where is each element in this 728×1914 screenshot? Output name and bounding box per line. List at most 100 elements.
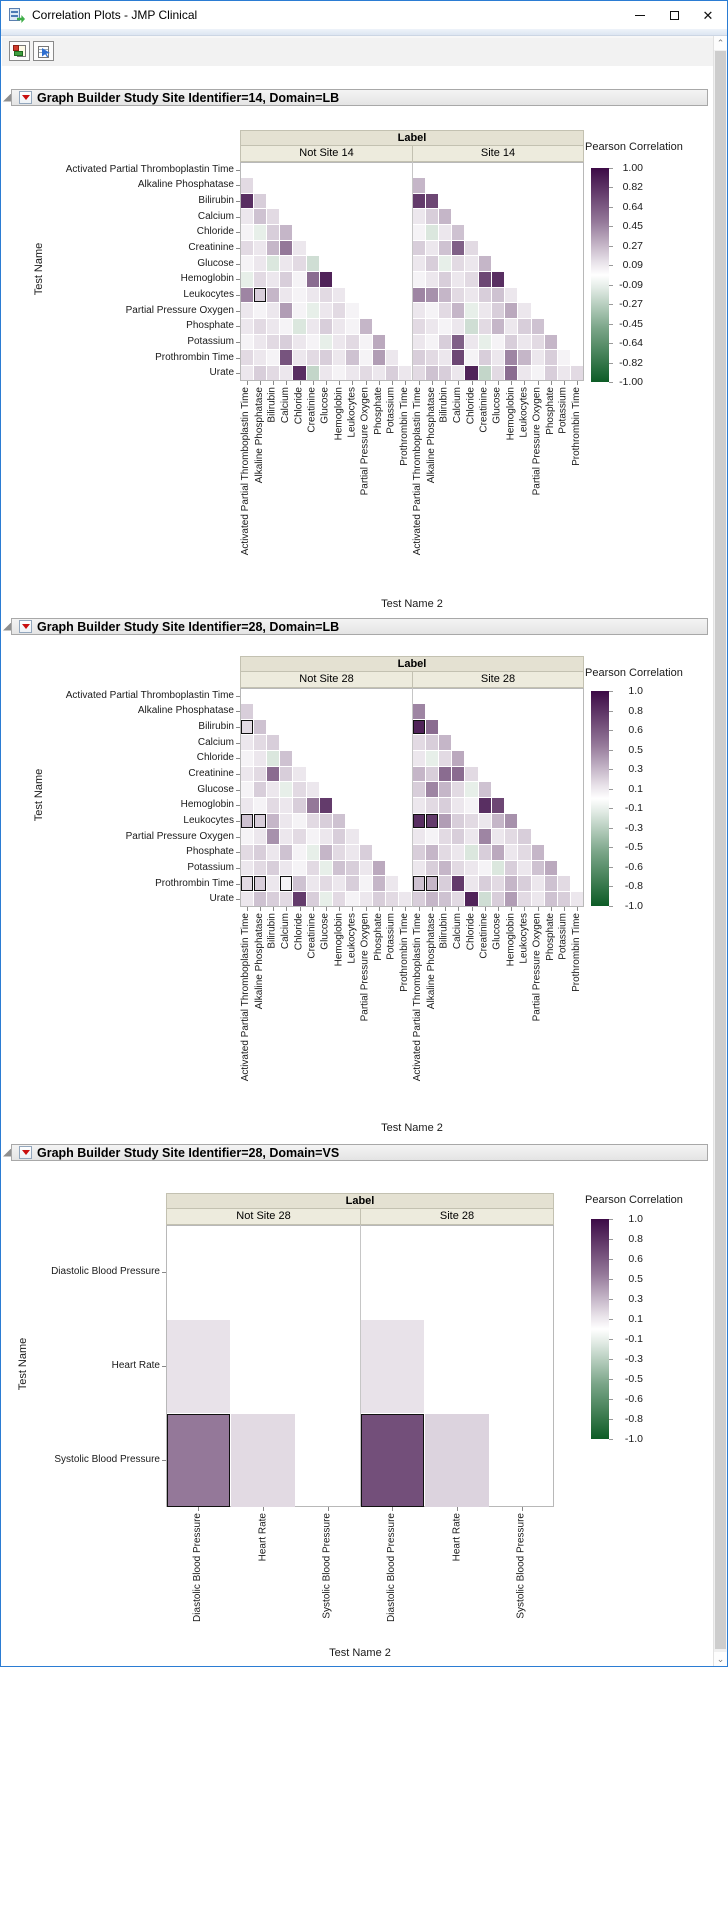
heatmap-cell[interactable] [280, 829, 293, 844]
close-button[interactable]: ✕ [691, 2, 725, 28]
heatmap-cell[interactable] [266, 860, 280, 876]
heatmap-cell[interactable] [412, 719, 425, 735]
heatmap-cell[interactable] [306, 891, 319, 907]
heatmap-cell[interactable] [544, 860, 558, 876]
heatmap-cell[interactable] [425, 766, 438, 782]
heatmap-cell[interactable] [438, 891, 452, 907]
heatmap-cell[interactable] [280, 751, 293, 766]
heatmap-cell[interactable] [333, 318, 346, 334]
heatmap-cell[interactable] [465, 813, 478, 829]
heatmap-cell[interactable] [452, 303, 465, 318]
heatmap-cell[interactable] [438, 766, 452, 782]
heatmap-cell[interactable] [240, 876, 253, 891]
heatmap-cell[interactable] [253, 365, 266, 381]
heatmap-cell[interactable] [333, 891, 346, 907]
heatmap-cell[interactable] [346, 876, 359, 891]
heatmap-cell[interactable] [293, 876, 306, 891]
heatmap-cell[interactable] [333, 287, 346, 303]
heatmap-cell[interactable] [412, 782, 425, 797]
heatmap-cell[interactable] [266, 844, 280, 860]
heatmap-cell[interactable] [266, 287, 280, 303]
heatmap-cell[interactable] [231, 1413, 295, 1507]
heatmap-cell[interactable] [240, 860, 253, 876]
heatmap-cell[interactable] [293, 303, 306, 318]
heatmap-cell[interactable] [280, 240, 293, 256]
heatmap-cell[interactable] [425, 735, 438, 751]
heatmap-cell[interactable] [505, 287, 518, 303]
heatmap-cell[interactable] [412, 350, 425, 365]
heatmap-cell[interactable] [333, 303, 346, 318]
heatmap-cell[interactable] [319, 891, 333, 907]
heatmap-cell[interactable] [505, 303, 518, 318]
heatmap-cell[interactable] [240, 704, 253, 719]
heatmap-cell[interactable] [386, 350, 399, 365]
heatmap-cell[interactable] [293, 256, 306, 271]
heatmap-cell[interactable] [386, 876, 399, 891]
heatmap-cell[interactable] [360, 1319, 425, 1413]
heatmap-cell[interactable] [491, 303, 505, 318]
heatmap-cell[interactable] [505, 350, 518, 365]
heatmap-cell[interactable] [306, 365, 319, 381]
heatmap-cell[interactable] [438, 782, 452, 797]
heatmap-cell[interactable] [425, 318, 438, 334]
heatmap-cell[interactable] [253, 303, 266, 318]
heatmap-cell[interactable] [558, 891, 571, 907]
heatmap-cell[interactable] [531, 876, 544, 891]
heatmap-cell[interactable] [266, 350, 280, 365]
heatmap-cell[interactable] [253, 719, 266, 735]
heatmap-cell[interactable] [280, 365, 293, 381]
heatmap-cell[interactable] [359, 860, 372, 876]
heatmap-cell[interactable] [266, 829, 280, 844]
heatmap-cell[interactable] [531, 891, 544, 907]
heatmap-cell[interactable] [531, 334, 544, 350]
heatmap-cell[interactable] [518, 365, 531, 381]
heatmap-cell[interactable] [465, 271, 478, 287]
heatmap-cell[interactable] [306, 782, 319, 797]
heatmap-cell[interactable] [544, 365, 558, 381]
heatmap-cell[interactable] [438, 287, 452, 303]
heatmap-cell[interactable] [240, 209, 253, 225]
heatmap-cell[interactable] [412, 209, 425, 225]
heatmap-cell[interactable] [266, 271, 280, 287]
disclosure-triangle-icon[interactable] [3, 93, 11, 102]
heatmap-cell[interactable] [266, 735, 280, 751]
heatmap-cell[interactable] [253, 225, 266, 240]
heatmap-cell[interactable] [253, 876, 266, 891]
heatmap-cell[interactable] [544, 350, 558, 365]
heatmap-cell[interactable] [531, 860, 544, 876]
heatmap-cell[interactable] [412, 318, 425, 334]
heatmap-cell[interactable] [319, 271, 333, 287]
heatmap-cell[interactable] [425, 271, 438, 287]
heatmap-cell[interactable] [280, 876, 293, 891]
heatmap-cell[interactable] [438, 797, 452, 813]
heatmap-cell[interactable] [544, 334, 558, 350]
heatmap-cell[interactable] [319, 350, 333, 365]
heatmap-cell[interactable] [425, 365, 438, 381]
heatmap-cell[interactable] [425, 813, 438, 829]
heatmap-cell[interactable] [293, 318, 306, 334]
heatmap-cell[interactable] [280, 256, 293, 271]
heatmap-cell[interactable] [372, 365, 386, 381]
heatmap-cell[interactable] [266, 751, 280, 766]
heatmap-cell[interactable] [558, 350, 571, 365]
heatmap-cell[interactable] [253, 271, 266, 287]
heatmap-cell[interactable] [280, 844, 293, 860]
heatmap-cell[interactable] [333, 365, 346, 381]
heatmap-cell[interactable] [266, 240, 280, 256]
heatmap-cell[interactable] [491, 271, 505, 287]
heatmap-cell[interactable] [240, 271, 253, 287]
heatmap-cell[interactable] [333, 350, 346, 365]
heatmap-cell[interactable] [266, 225, 280, 240]
heatmap-cell[interactable] [240, 225, 253, 240]
legend-gradient[interactable] [591, 168, 609, 382]
legend-gradient[interactable] [591, 1219, 609, 1439]
heatmap-cell[interactable] [319, 365, 333, 381]
heatmap-cell[interactable] [306, 876, 319, 891]
heatmap-cell[interactable] [558, 365, 571, 381]
heatmap-cell[interactable] [452, 844, 465, 860]
heatmap-cell[interactable] [306, 844, 319, 860]
heatmap-cell[interactable] [240, 782, 253, 797]
heatmap-cell[interactable] [425, 256, 438, 271]
heatmap-cell[interactable] [346, 334, 359, 350]
heatmap-cell[interactable] [293, 287, 306, 303]
